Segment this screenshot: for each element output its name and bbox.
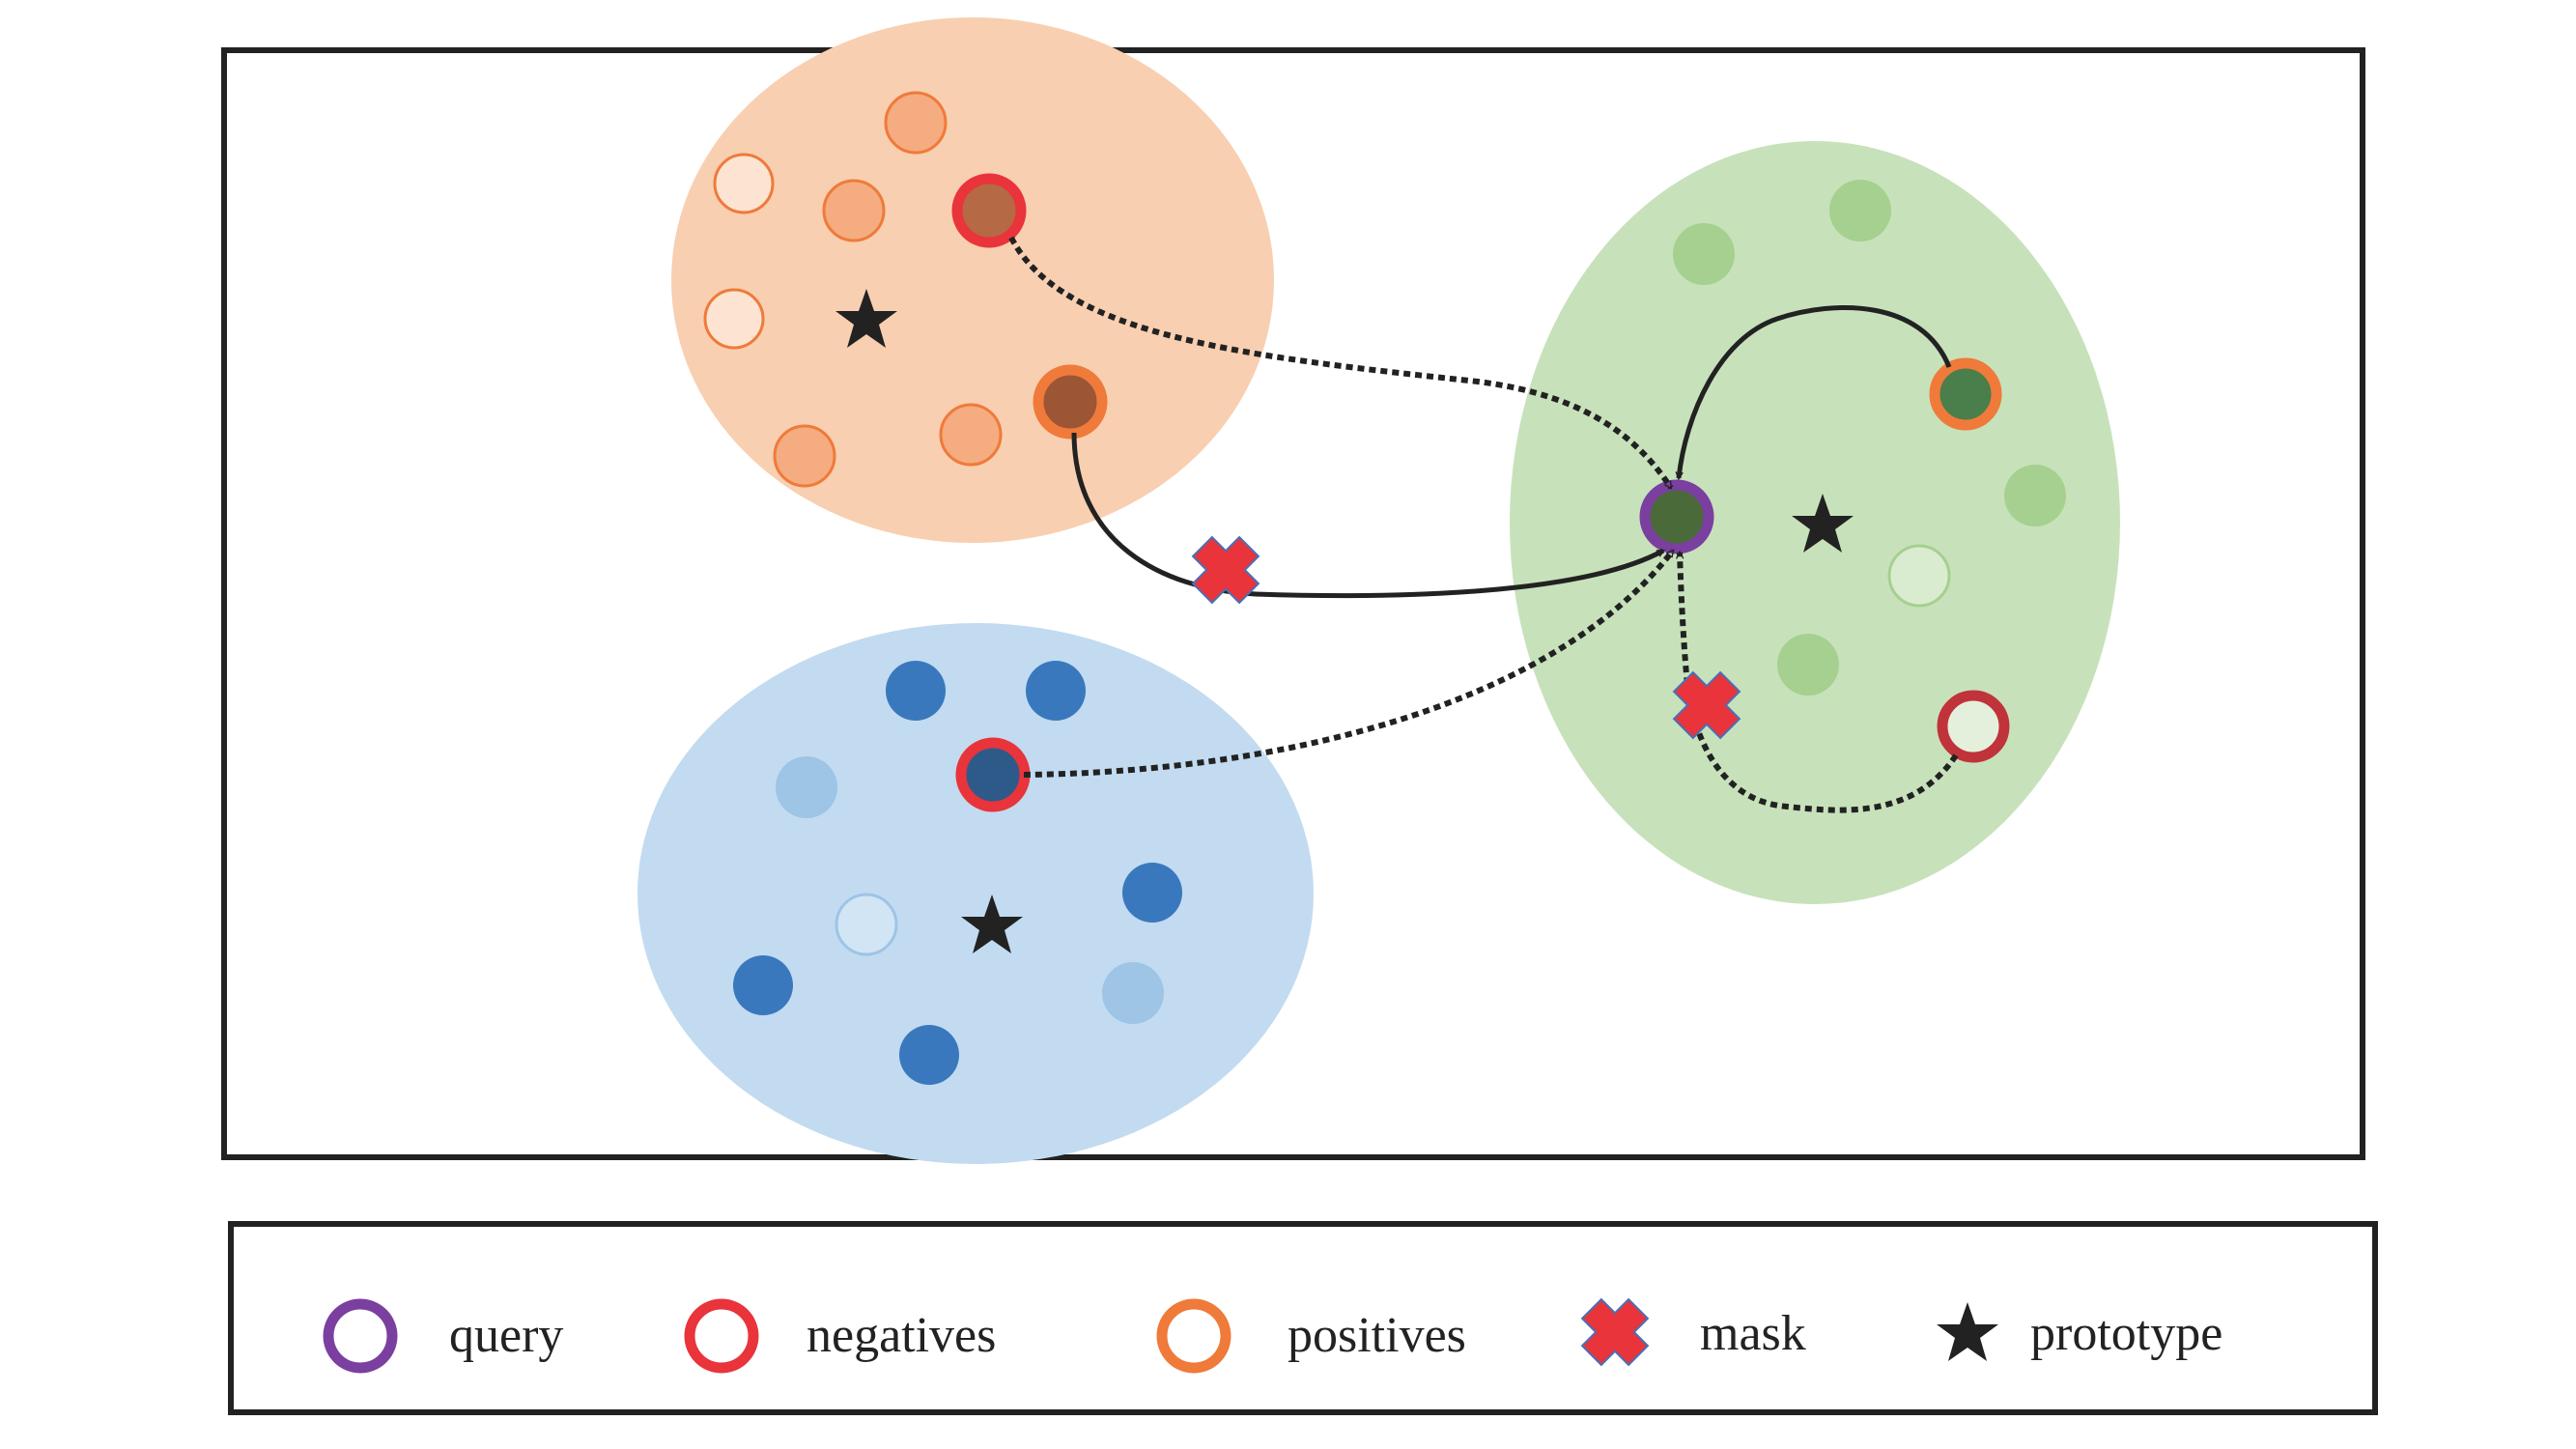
green-point bbox=[2004, 465, 2066, 526]
connections bbox=[1008, 236, 1959, 813]
masked-positive-link-orange bbox=[1071, 432, 1663, 599]
query-ring-icon bbox=[323, 1298, 398, 1374]
legend-mask-label: mask bbox=[1700, 1306, 1806, 1361]
green-point bbox=[1887, 544, 1951, 608]
negatives-ring-icon bbox=[684, 1298, 759, 1374]
orange-point bbox=[773, 424, 836, 488]
orange-cluster bbox=[671, 17, 1274, 543]
negative-link-blue bbox=[1023, 551, 1676, 778]
legend: query negatives positives mask prototype bbox=[228, 1221, 2378, 1415]
positive-point bbox=[1033, 364, 1108, 440]
orange-point bbox=[884, 91, 948, 155]
blue-point bbox=[776, 756, 837, 818]
query-point bbox=[1639, 479, 1714, 554]
legend-frame bbox=[228, 1221, 2378, 1415]
green-cluster bbox=[1510, 141, 2120, 904]
masked-negative-link-green bbox=[1680, 553, 1959, 813]
negative-link-orange bbox=[1008, 236, 1674, 488]
orange-cluster-region bbox=[671, 17, 1274, 543]
negative-point bbox=[1937, 690, 2010, 763]
legend-negatives-label: negatives bbox=[807, 1308, 996, 1363]
positive-link-green bbox=[1679, 305, 1952, 478]
legend-prototype-label: prototype bbox=[2030, 1306, 2222, 1361]
positives-ring-icon bbox=[1156, 1298, 1231, 1374]
orange-point bbox=[939, 403, 1003, 467]
blue-point bbox=[835, 893, 898, 956]
orange-point bbox=[822, 179, 886, 242]
negative-point bbox=[951, 173, 1027, 248]
negative-point bbox=[955, 737, 1031, 812]
blue-point bbox=[1026, 661, 1086, 721]
blue-point bbox=[733, 955, 793, 1015]
positive-point bbox=[1929, 357, 2002, 431]
blue-point bbox=[899, 1025, 959, 1085]
green-point bbox=[1673, 223, 1735, 285]
green-point bbox=[1777, 634, 1839, 696]
legend-positives-label: positives bbox=[1288, 1308, 1466, 1363]
blue-cluster bbox=[637, 623, 1314, 1164]
legend-query-label: query bbox=[449, 1308, 563, 1363]
orange-point bbox=[703, 288, 765, 350]
blue-point bbox=[886, 661, 946, 721]
blue-point bbox=[1122, 863, 1182, 923]
blue-point bbox=[1102, 962, 1164, 1024]
orange-point bbox=[713, 153, 775, 214]
blue-cluster-region bbox=[637, 623, 1314, 1164]
green-point bbox=[1829, 180, 1891, 242]
